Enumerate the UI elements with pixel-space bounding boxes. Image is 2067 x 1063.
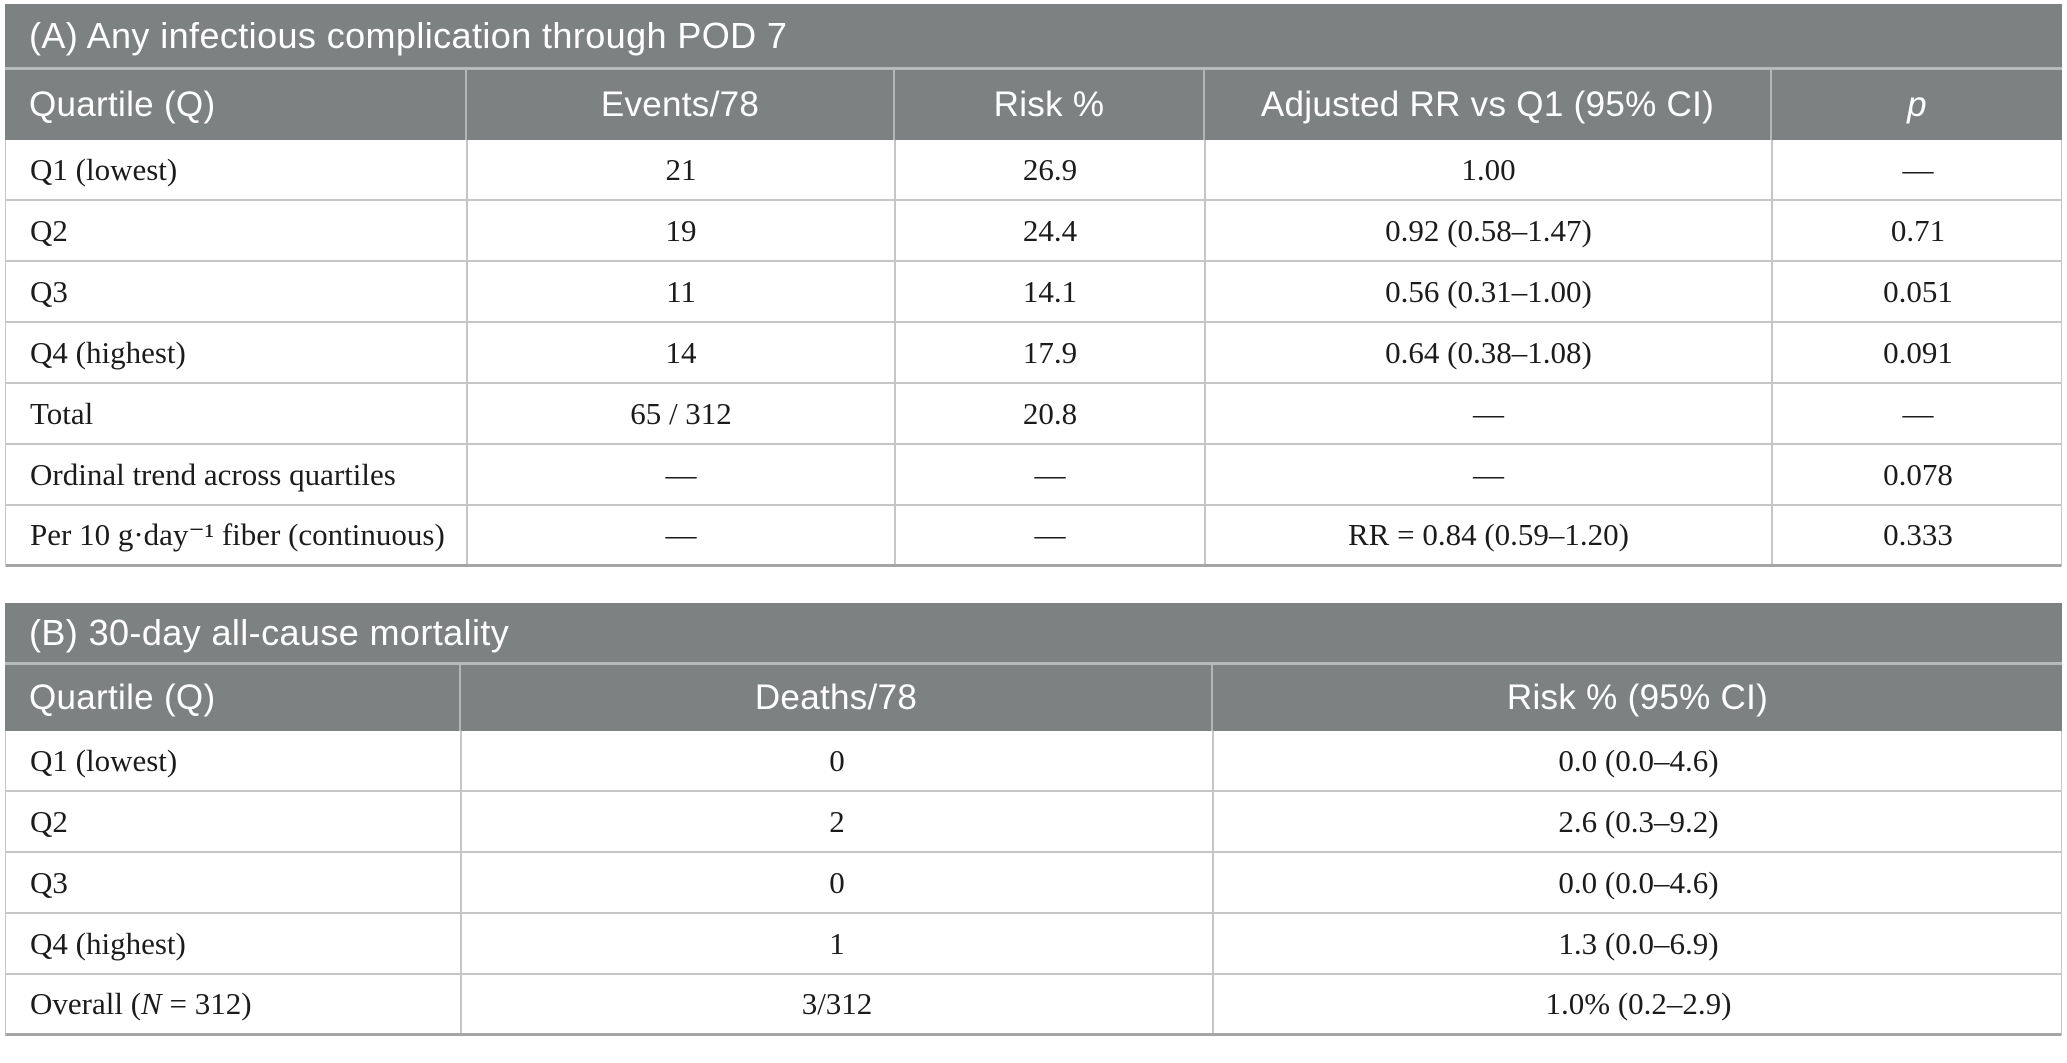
table-row-q4: Q4 (highest) 14 17.9 0.64 (0.38–1.08) 0.…: [6, 323, 2061, 384]
panel-b-title: (B) 30-day all-cause mortality: [5, 603, 2062, 665]
cell-deaths: 1: [462, 914, 1214, 973]
overall-label-n-italic: N: [141, 986, 162, 1021]
table-row-q1: Q1 (lowest) 21 26.9 1.00 —: [6, 140, 2061, 201]
panel-a-title: (A) Any infectious complication through …: [5, 4, 2062, 70]
cell-risk: —: [896, 506, 1206, 564]
panel-b-col-risk-ci: Risk % (95% CI): [1506, 678, 1769, 717]
table-row-q2: Q2 19 24.4 0.92 (0.58–1.47) 0.71: [6, 201, 2061, 262]
cell-rr: 0.92 (0.58–1.47): [1206, 201, 1773, 260]
panel-a-body: Q1 (lowest) 21 26.9 1.00 — Q2 19 24.4 0.…: [5, 140, 2062, 567]
overall-label-prefix: Overall (: [30, 986, 142, 1021]
panel-a-col-risk: Risk %: [895, 70, 1205, 140]
figure-table: (A) Any infectious complication through …: [5, 4, 2062, 1036]
panel-a-column-header-row: Quartile (Q) Events/78 Risk % Adjusted R…: [5, 70, 2062, 140]
cell-label: Q3: [6, 853, 462, 912]
cell-label: Ordinal trend across quartiles: [6, 445, 468, 504]
panel-a-col-quartile: Quartile (Q): [5, 70, 467, 140]
cell-rr: RR = 0.84 (0.59–1.20): [1206, 506, 1773, 564]
cell-risk: 20.8: [896, 384, 1206, 443]
panel-a: (A) Any infectious complication through …: [5, 4, 2062, 567]
cell-risk-ci: 0.0 (0.0–4.6): [1558, 864, 1719, 900]
cell-p: —: [1902, 395, 1934, 431]
cell-p: —: [1902, 151, 1934, 187]
table-row-total: Total 65 / 312 20.8 — —: [6, 384, 2061, 445]
cell-rr: 0.56 (0.31–1.00): [1206, 262, 1773, 321]
cell-deaths: 0: [462, 731, 1214, 790]
cell-rr: 1.00: [1206, 140, 1773, 199]
cell-deaths: 2: [462, 792, 1214, 851]
cell-label: Q2: [6, 201, 468, 260]
cell-events: 19: [468, 201, 896, 260]
cell-risk-ci: 2.6 (0.3–9.2): [1558, 803, 1719, 839]
cell-p: 0.333: [1883, 517, 1953, 552]
cell-risk: 26.9: [896, 140, 1206, 199]
cell-rr: —: [1206, 384, 1773, 443]
overall-label-suffix: = 312): [161, 986, 252, 1021]
cell-risk: —: [896, 445, 1206, 504]
panel-b: (B) 30-day all-cause mortality Quartile …: [5, 603, 2062, 1036]
cell-events: 21: [468, 140, 896, 199]
cell-rr: 0.64 (0.38–1.08): [1206, 323, 1773, 382]
cell-p: 0.051: [1883, 273, 1953, 309]
table-row-q4: Q4 (highest) 1 1.3 (0.0–6.9): [6, 914, 2061, 975]
cell-risk: 24.4: [896, 201, 1206, 260]
cell-risk-ci: 1.3 (0.0–6.9): [1558, 925, 1719, 961]
panel-b-col-deaths: Deaths/78: [461, 665, 1213, 731]
cell-deaths: 0: [462, 853, 1214, 912]
panel-a-col-events: Events/78: [467, 70, 895, 140]
cell-p: 0.71: [1890, 212, 1946, 248]
cell-p: 0.091: [1883, 334, 1953, 370]
table-row-overall: Overall (N = 312) 3/312 1.0% (0.2–2.9): [6, 975, 2061, 1036]
panel-b-body: Q1 (lowest) 0 0.0 (0.0–4.6) Q2 2 2.6 (0.…: [5, 731, 2062, 1036]
table-row-q3: Q3 11 14.1 0.56 (0.31–1.00) 0.051: [6, 262, 2061, 323]
cell-risk-ci: 0.0 (0.0–4.6): [1558, 742, 1719, 778]
table-row-q1: Q1 (lowest) 0 0.0 (0.0–4.6): [6, 731, 2061, 792]
cell-label: Q1 (lowest): [6, 140, 468, 199]
cell-label: Q3: [6, 262, 468, 321]
cell-events: —: [468, 445, 896, 504]
table-row-q3: Q3 0 0.0 (0.0–4.6): [6, 853, 2061, 914]
cell-label: Total: [6, 384, 468, 443]
panel-a-col-adjusted-rr: Adjusted RR vs Q1 (95% CI): [1205, 70, 1772, 140]
cell-p: 0.078: [1883, 456, 1953, 492]
panel-b-col-quartile: Quartile (Q): [5, 665, 461, 731]
cell-risk: 17.9: [896, 323, 1206, 382]
cell-label: Q4 (highest): [6, 914, 462, 973]
cell-deaths: 3/312: [462, 975, 1214, 1033]
cell-events: —: [468, 506, 896, 564]
table-row-ordinal-trend: Ordinal trend across quartiles — — — 0.0…: [6, 445, 2061, 506]
cell-rr: —: [1206, 445, 1773, 504]
cell-risk: 14.1: [896, 262, 1206, 321]
cell-label: Q1 (lowest): [6, 731, 462, 790]
cell-label: Q2: [6, 792, 462, 851]
cell-risk-ci: 1.0% (0.2–2.9): [1545, 986, 1732, 1021]
panel-b-column-header-row: Quartile (Q) Deaths/78 Risk % (95% CI): [5, 665, 2062, 731]
cell-label: Q4 (highest): [6, 323, 468, 382]
cell-events: 11: [468, 262, 896, 321]
table-row-q2: Q2 2 2.6 (0.3–9.2): [6, 792, 2061, 853]
cell-label: Per 10 g·day⁻¹ fiber (continuous): [6, 506, 468, 564]
panel-a-col-p-value: p: [1907, 85, 1927, 124]
table-row-per-10g-fiber: Per 10 g·day⁻¹ fiber (continuous) — — RR…: [6, 506, 2061, 567]
cell-events: 14: [468, 323, 896, 382]
cell-events: 65 / 312: [468, 384, 896, 443]
cell-label-overall: Overall (N = 312): [6, 975, 462, 1033]
